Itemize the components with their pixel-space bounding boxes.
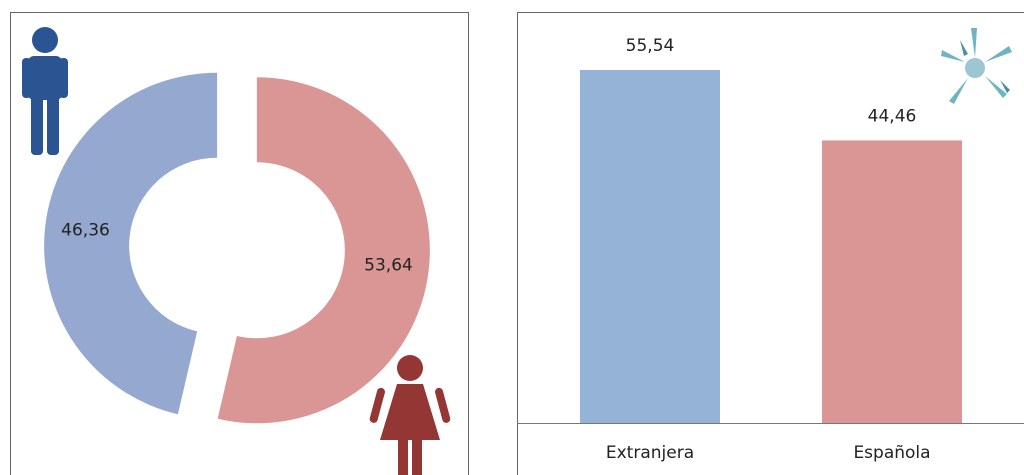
female-icon (369, 355, 451, 475)
data-label: 53,64 (364, 255, 413, 275)
right-panel (517, 12, 1024, 475)
bar (822, 140, 962, 424)
data-label: 46,36 (61, 221, 110, 241)
donut-segment (44, 72, 218, 415)
hands-logo (941, 28, 1012, 104)
x-tick-label: Extranjera (606, 443, 694, 463)
x-tick-label: Española (853, 443, 930, 463)
left-panel (10, 12, 469, 475)
donut-segment (217, 77, 430, 424)
male-icon (22, 27, 68, 155)
data-label: 55,54 (626, 36, 675, 56)
data-label: 44,46 (868, 106, 917, 126)
bar (580, 69, 720, 423)
